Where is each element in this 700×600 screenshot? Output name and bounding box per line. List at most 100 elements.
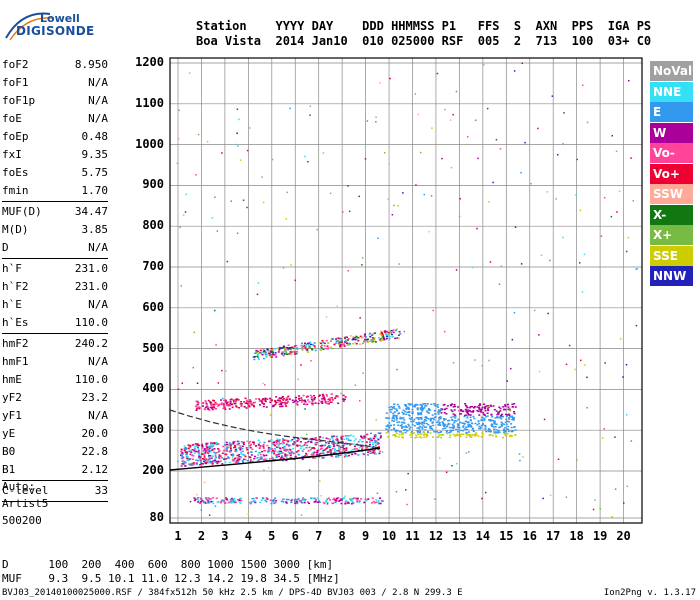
echo-point [282,498,285,501]
echo-point [399,417,402,420]
echo-point [251,497,253,500]
echo-point [398,407,401,409]
echo-point [415,184,417,186]
echo-point [494,433,497,435]
echo-point [325,501,327,503]
echo-point [180,453,183,455]
echo-point [299,447,302,450]
echo-point [476,406,479,408]
echo-point [391,419,394,422]
echo-point [266,498,269,500]
echo-point [450,416,453,419]
echo-point [394,429,397,431]
echo-point [511,430,514,432]
echo-point [200,458,203,461]
echo-point [262,443,265,446]
echo-point [495,410,498,412]
echo-point [273,452,276,455]
echo-point [198,453,201,456]
echo-point [218,450,221,453]
echo-point [193,450,196,452]
echo-point [206,446,209,449]
echo-point [575,194,577,196]
echo-point [377,448,380,451]
echo-point [437,413,440,415]
echo-point [303,403,306,405]
echo-point [313,398,316,401]
echo-point [304,455,306,457]
echo-point [419,407,422,409]
echo-point [306,342,309,345]
echo-point [268,354,271,357]
echo-point [220,499,223,501]
echo-point [363,501,366,504]
echo-point [300,436,303,439]
echo-point [208,448,210,451]
echo-point [508,417,511,419]
echo-point [225,401,228,404]
echo-point [305,447,308,449]
echo-point [396,368,398,371]
echo-point [318,341,321,344]
echo-point [183,445,186,447]
param-row: foEp 0.48 [2,128,108,146]
echo-point [340,502,343,505]
echo-point [373,435,376,438]
echo-point [479,409,482,411]
echo-point [478,403,481,405]
echo-point [212,502,215,505]
echo-point [361,437,364,439]
echo-point [180,465,183,467]
echo-point [264,458,267,461]
echo-point [320,401,322,403]
echo-point [221,402,223,404]
echo-point [282,439,285,442]
echo-point [218,457,221,459]
echo-point [364,498,367,500]
echo-point [222,397,224,400]
echo-point [184,462,187,464]
param-label: hmE [2,373,22,386]
echo-point [257,439,260,441]
echo-point [323,444,326,447]
echo-point [341,451,344,453]
echo-point [490,424,493,427]
echo-point [437,431,440,434]
echo-point [296,401,299,403]
echo-point [362,453,365,455]
echo-point [474,434,477,437]
echo-point [208,456,211,458]
echo-point [226,404,229,407]
echo-point [538,370,541,373]
echo-point [332,439,335,441]
param-label: foEp [2,130,29,143]
echo-point [423,426,426,428]
echo-point [391,417,394,420]
echo-point [493,408,496,411]
echo-point [397,424,400,426]
echo-point [376,438,379,440]
echo-point [213,442,216,445]
echo-point [258,352,260,354]
echo-point [201,447,204,449]
echo-point [244,455,247,458]
echo-point [357,440,360,443]
echo-point [388,163,390,165]
echo-point [211,408,214,411]
echo-point [530,182,532,185]
echo-point [184,211,187,213]
echo-point [412,405,415,407]
echo-point [186,455,189,458]
echo-point [432,421,435,423]
echo-point [208,455,210,457]
echo-point [457,425,460,427]
echo-point [464,404,467,407]
echo-point [323,345,326,347]
echo-point [344,501,347,503]
echo-point [488,359,490,362]
echo-point [206,448,209,451]
echo-point [208,446,211,448]
echo-point [261,450,263,453]
echo-point [443,411,446,414]
echo-point [287,451,290,453]
